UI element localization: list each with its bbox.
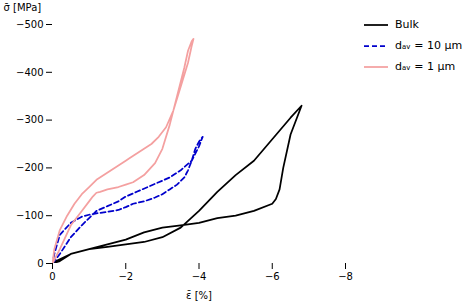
svg-text:−500: −500 — [16, 19, 43, 30]
svg-text:−400: −400 — [16, 67, 43, 78]
html-text:dₐᵥ = 1 μm: dₐᵥ = 1 μm — [395, 60, 456, 73]
html-text:dₐᵥ = 10 μm: dₐᵥ = 10 μm — [395, 39, 463, 52]
html-text:Bulk: Bulk — [395, 18, 419, 31]
svg-text:ε̄ [%]: ε̄ [%] — [186, 290, 212, 301]
svg-text:−300: −300 — [16, 114, 43, 125]
svg-text:−200: −200 — [16, 162, 43, 173]
svg-text:0: 0 — [37, 258, 43, 269]
svg-text:−4: −4 — [192, 271, 207, 282]
svg-text:−2: −2 — [118, 271, 133, 282]
svg-text:−8: −8 — [338, 271, 353, 282]
svg-text:0: 0 — [49, 271, 55, 282]
svg-text:σ̄ [MPa]: σ̄ [MPa] — [4, 2, 42, 13]
svg-text:−6: −6 — [265, 271, 280, 282]
svg-text:−100: −100 — [16, 210, 43, 221]
